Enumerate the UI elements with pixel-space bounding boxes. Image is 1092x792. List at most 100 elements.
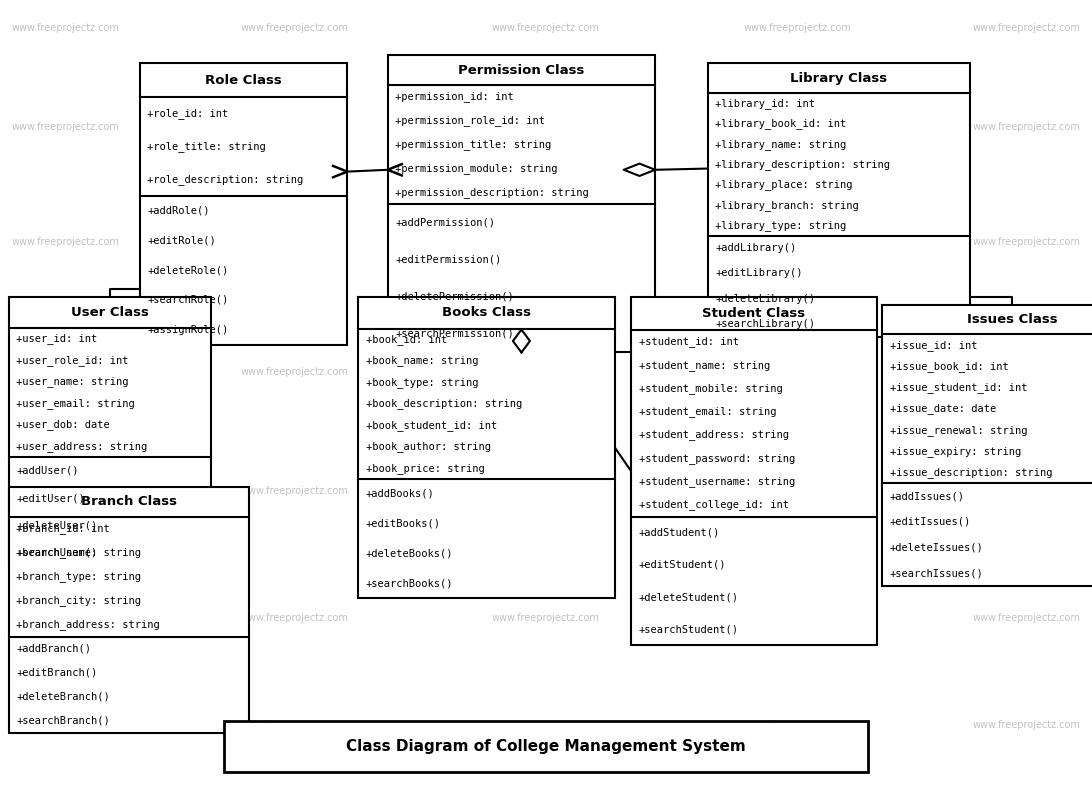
Text: +student_id: int: +student_id: int: [639, 337, 739, 347]
Text: www.freeprojectz.com: www.freeprojectz.com: [744, 613, 851, 623]
Polygon shape: [624, 164, 655, 176]
Text: www.freeprojectz.com: www.freeprojectz.com: [744, 23, 851, 32]
Text: +student_college_id: int: +student_college_id: int: [639, 500, 788, 510]
Text: +deleteBranch(): +deleteBranch(): [16, 691, 110, 702]
Text: www.freeprojectz.com: www.freeprojectz.com: [12, 720, 119, 729]
Text: +editUser(): +editUser(): [16, 493, 85, 503]
Text: Class Diagram of College Management System: Class Diagram of College Management Syst…: [346, 739, 746, 754]
Text: +editBranch(): +editBranch(): [16, 668, 97, 678]
Text: +branch_type: string: +branch_type: string: [16, 571, 141, 582]
Text: +issue_renewal: string: +issue_renewal: string: [890, 425, 1028, 436]
Text: +library_name: string: +library_name: string: [715, 139, 846, 150]
Text: +addIssues(): +addIssues(): [890, 491, 965, 501]
Text: +user_address: string: +user_address: string: [16, 441, 147, 452]
Text: +student_mobile: string: +student_mobile: string: [639, 383, 783, 394]
Text: +addBranch(): +addBranch(): [16, 644, 92, 654]
Text: +addRole(): +addRole(): [147, 205, 210, 215]
Text: +searchPermission(): +searchPermission(): [395, 329, 514, 339]
Text: +issue_date: date: +issue_date: date: [890, 403, 996, 414]
Text: www.freeprojectz.com: www.freeprojectz.com: [241, 720, 348, 729]
Text: www.freeprojectz.com: www.freeprojectz.com: [12, 122, 119, 131]
Text: +student_address: string: +student_address: string: [639, 429, 788, 440]
Text: Role Class: Role Class: [205, 74, 282, 87]
Bar: [140, 63, 347, 345]
Text: +student_name: string: +student_name: string: [639, 360, 770, 371]
Text: +deleteLibrary(): +deleteLibrary(): [715, 294, 816, 303]
Text: www.freeprojectz.com: www.freeprojectz.com: [973, 613, 1080, 623]
Text: www.freeprojectz.com: www.freeprojectz.com: [492, 122, 600, 131]
Text: www.freeprojectz.com: www.freeprojectz.com: [12, 613, 119, 623]
Text: +permission_title: string: +permission_title: string: [395, 139, 551, 150]
Text: www.freeprojectz.com: www.freeprojectz.com: [744, 237, 851, 246]
Bar: [224, 721, 868, 772]
Text: +branch_id: int: +branch_id: int: [16, 524, 110, 534]
Text: +book_price: string: +book_price: string: [366, 463, 485, 474]
Text: www.freeprojectz.com: www.freeprojectz.com: [241, 122, 348, 131]
Text: +library_description: string: +library_description: string: [715, 159, 890, 170]
Text: +deleteUser(): +deleteUser(): [16, 520, 97, 531]
Text: www.freeprojectz.com: www.freeprojectz.com: [973, 486, 1080, 496]
Text: Student Class: Student Class: [702, 307, 806, 320]
Text: +addBooks(): +addBooks(): [366, 489, 435, 499]
Text: +library_book_id: int: +library_book_id: int: [715, 119, 846, 129]
Text: +searchStudent(): +searchStudent(): [639, 624, 739, 634]
Text: +deleteStudent(): +deleteStudent(): [639, 592, 739, 602]
Text: +student_username: string: +student_username: string: [639, 476, 795, 487]
Text: +editRole(): +editRole(): [147, 235, 216, 246]
Bar: [882, 305, 1092, 586]
Bar: [358, 297, 615, 598]
Text: Permission Class: Permission Class: [459, 64, 584, 77]
Text: +permission_role_id: int: +permission_role_id: int: [395, 116, 545, 126]
Text: +searchLibrary(): +searchLibrary(): [715, 319, 816, 329]
Text: +student_email: string: +student_email: string: [639, 406, 776, 417]
Text: +branch_address: string: +branch_address: string: [16, 619, 161, 630]
Text: +deleteBooks(): +deleteBooks(): [366, 548, 453, 558]
Text: +permission_module: string: +permission_module: string: [395, 163, 558, 173]
Text: +addLibrary(): +addLibrary(): [715, 243, 796, 253]
Text: +role_id: int: +role_id: int: [147, 108, 228, 119]
Text: +permission_description: string: +permission_description: string: [395, 187, 589, 197]
Text: +library_type: string: +library_type: string: [715, 220, 846, 230]
Text: +searchIssues(): +searchIssues(): [890, 568, 984, 578]
Text: +searchBranch(): +searchBranch(): [16, 716, 110, 725]
Text: +issue_description: string: +issue_description: string: [890, 467, 1053, 478]
Bar: [631, 297, 877, 645]
Text: www.freeprojectz.com: www.freeprojectz.com: [744, 122, 851, 131]
Text: +addPermission(): +addPermission(): [395, 218, 496, 227]
Text: +library_id: int: +library_id: int: [715, 98, 816, 109]
Text: Books Class: Books Class: [442, 307, 531, 319]
Text: www.freeprojectz.com: www.freeprojectz.com: [973, 237, 1080, 246]
Text: www.freeprojectz.com: www.freeprojectz.com: [744, 486, 851, 496]
Text: +book_author: string: +book_author: string: [366, 441, 490, 452]
Text: +role_description: string: +role_description: string: [147, 173, 304, 185]
Text: www.freeprojectz.com: www.freeprojectz.com: [492, 367, 600, 377]
Text: +editPermission(): +editPermission(): [395, 254, 501, 265]
Text: +deleteIssues(): +deleteIssues(): [890, 543, 984, 553]
Text: +permission_id: int: +permission_id: int: [395, 92, 514, 102]
Text: +role_title: string: +role_title: string: [147, 141, 266, 152]
Text: Issues Class: Issues Class: [968, 313, 1057, 326]
Bar: [388, 55, 655, 352]
Text: +editLibrary(): +editLibrary(): [715, 268, 803, 279]
Text: +editIssues(): +editIssues(): [890, 517, 971, 527]
Text: +searchUser(): +searchUser(): [16, 547, 97, 558]
Text: +user_role_id: int: +user_role_id: int: [16, 355, 129, 366]
Text: +book_id: int: +book_id: int: [366, 334, 447, 345]
Bar: [708, 63, 970, 337]
Text: www.freeprojectz.com: www.freeprojectz.com: [744, 720, 851, 729]
Text: www.freeprojectz.com: www.freeprojectz.com: [241, 237, 348, 246]
Text: +user_dob: date: +user_dob: date: [16, 420, 110, 430]
Text: +issue_book_id: int: +issue_book_id: int: [890, 361, 1009, 371]
Text: +issue_student_id: int: +issue_student_id: int: [890, 383, 1028, 393]
Text: www.freeprojectz.com: www.freeprojectz.com: [973, 720, 1080, 729]
Text: www.freeprojectz.com: www.freeprojectz.com: [12, 23, 119, 32]
Text: www.freeprojectz.com: www.freeprojectz.com: [492, 486, 600, 496]
Text: www.freeprojectz.com: www.freeprojectz.com: [973, 23, 1080, 32]
Text: +user_name: string: +user_name: string: [16, 376, 129, 387]
Text: www.freeprojectz.com: www.freeprojectz.com: [492, 720, 600, 729]
Polygon shape: [513, 329, 530, 352]
Text: +editStudent(): +editStudent(): [639, 560, 726, 570]
Text: +addUser(): +addUser(): [16, 466, 79, 476]
Text: www.freeprojectz.com: www.freeprojectz.com: [973, 122, 1080, 131]
Text: www.freeprojectz.com: www.freeprojectz.com: [241, 367, 348, 377]
